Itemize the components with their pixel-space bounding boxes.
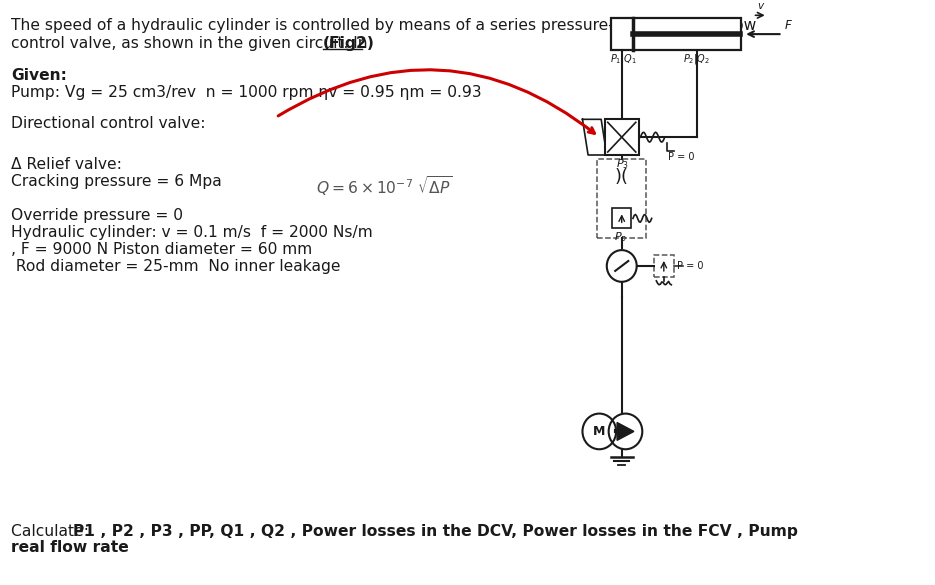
Text: Cracking pressure = 6 Mpa: Cracking pressure = 6 Mpa <box>11 174 222 189</box>
Text: Calculate:: Calculate: <box>11 524 94 539</box>
Text: Given:: Given: <box>11 68 67 83</box>
Bar <box>612 208 631 228</box>
Text: real flow rate: real flow rate <box>11 541 129 555</box>
Text: P = 0: P = 0 <box>669 152 695 162</box>
Text: $P_1|Q_1$: $P_1|Q_1$ <box>610 52 637 66</box>
Bar <box>597 159 646 238</box>
Text: $Q = 6 \times 10^{-7}\ \sqrt{\Delta P}$: $Q = 6 \times 10^{-7}\ \sqrt{\Delta P}$ <box>316 174 453 198</box>
Text: , F = 9000 N Piston diameter = 60 mm: , F = 9000 N Piston diameter = 60 mm <box>11 242 312 257</box>
Text: v: v <box>757 1 764 11</box>
Text: P1 , P2 , P3 , PP, Q1 , Q2 , Power losses in the DCV, Power losses in the FCV , : P1 , P2 , P3 , PP, Q1 , Q2 , Power losse… <box>73 524 798 539</box>
Text: Directional control valve:: Directional control valve: <box>11 116 206 132</box>
Text: (Fig2): (Fig2) <box>323 36 375 51</box>
Text: Pump: Vg = 25 cm3/rev  n = 1000 rpm ηv = 0.95 ηm = 0.93: Pump: Vg = 25 cm3/rev n = 1000 rpm ηv = … <box>11 85 482 99</box>
Text: Δ Relief valve:: Δ Relief valve: <box>11 157 122 172</box>
Text: $P_2|Q_2$: $P_2|Q_2$ <box>683 52 711 66</box>
Text: The speed of a hydraulic cylinder is controlled by means of a series pressure-co: The speed of a hydraulic cylinder is con… <box>11 18 756 33</box>
Text: control valve, as shown in the given circuit. In: control valve, as shown in the given cir… <box>11 36 373 51</box>
Text: $P_p$: $P_p$ <box>614 230 627 247</box>
Polygon shape <box>617 422 634 441</box>
Text: M: M <box>593 425 606 438</box>
Bar <box>605 119 639 155</box>
Text: P = 0: P = 0 <box>677 261 703 271</box>
Text: Rod diameter = 25-mm  No inner leakage: Rod diameter = 25-mm No inner leakage <box>11 259 340 274</box>
Text: $P_3$: $P_3$ <box>616 157 629 171</box>
Text: Override pressure = 0: Override pressure = 0 <box>11 208 183 223</box>
Bar <box>654 255 674 277</box>
Text: F: F <box>784 19 791 32</box>
Bar <box>611 18 741 50</box>
Text: )(: )( <box>614 168 628 186</box>
Text: Hydraulic cylinder: v = 0.1 m/s  f = 2000 Ns/m: Hydraulic cylinder: v = 0.1 m/s f = 2000… <box>11 225 373 240</box>
